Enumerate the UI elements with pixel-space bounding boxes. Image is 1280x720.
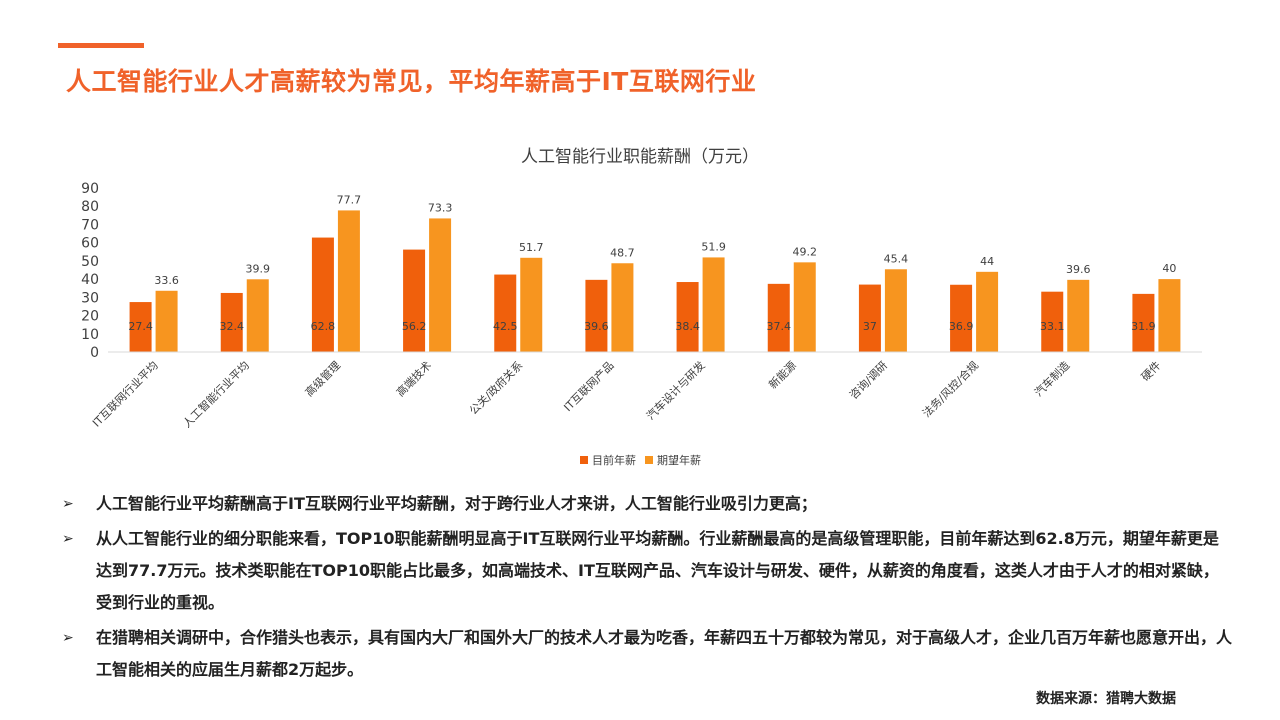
- x-tick-label: 汽车设计与研发: [643, 358, 707, 422]
- data-source: 数据来源：猎聘大数据: [1036, 691, 1176, 707]
- data-label-current: 39.6: [584, 320, 609, 333]
- y-tick-label: 50: [81, 254, 99, 270]
- x-tick-label: 法务/风控/合规: [919, 358, 981, 420]
- bar-current-salary: [129, 302, 152, 352]
- legend-swatch: [645, 456, 653, 464]
- bar-expected-salary: [520, 257, 543, 352]
- bar-expected-salary: [1158, 279, 1181, 352]
- data-label-expected: 73.3: [428, 201, 453, 214]
- x-tick-label: 新能源: [766, 358, 799, 391]
- bar-current-salary: [311, 237, 334, 352]
- y-tick-label: 10: [81, 327, 99, 343]
- x-tick-label: IT互联网行业平均: [90, 359, 161, 430]
- legend: 目前年薪 期望年薪: [580, 453, 701, 467]
- y-tick-label: 90: [81, 181, 99, 197]
- bar-expected-salary: [337, 210, 360, 352]
- bullet-list: ➢ 人工智能行业平均薪酬高于IT互联网行业平均薪酬，对于跨行业人才来讲，人工智能行…: [62, 488, 1232, 689]
- legend-label: 期望年薪: [657, 453, 701, 467]
- legend-label: 目前年薪: [592, 453, 636, 467]
- bar-expected-salary: [1067, 279, 1090, 352]
- bar-current-salary: [1041, 291, 1064, 352]
- page-title: 人工智能行业人才高薪较为常见，平均年薪高于IT互联网行业: [66, 67, 757, 96]
- bar-current-salary: [676, 282, 699, 352]
- bullet-text: 在猎聘相关调研中，合作猎头也表示，具有国内大厂和国外大厂的技术人才最为吃香，年薪…: [96, 628, 1233, 679]
- bullet-text: 从人工智能行业的细分职能来看，TOP10职能薪酬明显高于IT互联网行业平均薪酬。…: [96, 529, 1219, 612]
- data-label-current: 33.1: [1040, 320, 1065, 333]
- bar-expected-salary: [884, 269, 907, 352]
- y-tick-label: 80: [81, 199, 99, 215]
- data-label-current: 27.4: [128, 320, 153, 333]
- x-tick-label: 高级管理: [302, 358, 343, 399]
- data-label-current: 42.5: [493, 320, 518, 333]
- bar-current-salary: [220, 292, 243, 352]
- x-tick-label: 汽车制造: [1031, 358, 1072, 399]
- x-tick-label: 咨询/调研: [846, 358, 890, 402]
- chart-title: 人工智能行业职能薪酬（万元）: [521, 147, 759, 167]
- bar-current-salary: [858, 284, 881, 352]
- data-label-current: 56.2: [402, 320, 427, 333]
- arrow-right-icon: ➢: [62, 531, 74, 547]
- data-label-expected: 45.4: [884, 252, 909, 265]
- arrow-right-icon: ➢: [62, 630, 74, 646]
- data-label-expected: 33.6: [154, 274, 179, 287]
- bullet-item: ➢ 从人工智能行业的细分职能来看，TOP10职能薪酬明显高于IT互联网行业平均薪酬…: [62, 523, 1232, 619]
- bar-current-salary: [950, 284, 973, 352]
- bullet-text: 人工智能行业平均薪酬高于IT互联网行业平均薪酬，对于跨行业人才来讲，人工智能行业…: [96, 494, 817, 513]
- bar-expected-salary: [155, 290, 178, 352]
- bar-expected-salary: [246, 279, 269, 352]
- x-tick-label: 公关/政府关系: [466, 358, 525, 417]
- y-tick-label: 60: [81, 236, 99, 252]
- data-label-expected: 48.7: [610, 246, 635, 259]
- bullet-item: ➢ 人工智能行业平均薪酬高于IT互联网行业平均薪酬，对于跨行业人才来讲，人工智能行…: [62, 488, 1232, 520]
- title-accent-bar: [58, 43, 144, 48]
- data-label-expected: 39.9: [246, 262, 271, 275]
- data-label-expected: 39.6: [1066, 263, 1091, 276]
- data-label-current: 37: [863, 320, 877, 333]
- bar-current-salary: [403, 249, 426, 352]
- data-label-expected: 49.2: [793, 245, 818, 258]
- x-tick-label: 硬件: [1139, 359, 1164, 384]
- data-label-expected: 51.9: [701, 240, 726, 253]
- data-label-expected: 44: [980, 255, 994, 268]
- bar-expected-salary: [976, 271, 999, 352]
- data-label-expected: 77.7: [337, 193, 362, 206]
- y-tick-label: 70: [81, 217, 99, 233]
- bar-current-salary: [585, 279, 608, 352]
- data-label-current: 32.4: [220, 320, 245, 333]
- bar-expected-salary: [611, 263, 634, 352]
- bar-current-salary: [1132, 293, 1155, 352]
- data-label-current: 62.8: [311, 320, 336, 333]
- y-tick-label: 0: [90, 345, 99, 361]
- y-axis: 0 10 20 30 40 50 60 70 80 90: [81, 181, 99, 361]
- data-label-current: 36.9: [949, 320, 974, 333]
- x-tick-label: IT互联网产品: [561, 358, 617, 414]
- bars: 27.4 33.6 32.4 39.9 62.8 77.7 56.2 73.3 42.5 51.7…: [128, 193, 1181, 352]
- x-axis: IT互联网行业平均 人工智能行业平均 高级管理 高端技术 公关/政府关系 IT互联网产品汽…: [90, 351, 1202, 430]
- data-label-expected: 51.7: [519, 241, 544, 254]
- salary-bar-chart: 人工智能行业职能薪酬（万元） 0 10 20 30 40 50 60 70 80 90 27.4 3…: [81, 147, 1202, 467]
- x-tick-label: 高端技术: [393, 358, 434, 399]
- bar-current-salary: [767, 283, 790, 352]
- bar-expected-salary: [429, 218, 452, 352]
- data-label-expected: 40: [1162, 262, 1176, 275]
- y-tick-label: 20: [81, 309, 99, 325]
- bar-current-salary: [494, 274, 517, 352]
- bar-expected-salary: [702, 257, 725, 352]
- x-tick-label: 人工智能行业平均: [180, 358, 252, 430]
- bar-expected-salary: [793, 262, 816, 352]
- y-tick-label: 30: [81, 290, 99, 306]
- bullet-item: ➢ 在猎聘相关调研中，合作猎头也表示，具有国内大厂和国外大厂的技术人才最为吃香，年…: [62, 622, 1232, 686]
- y-tick-label: 40: [81, 272, 99, 288]
- data-label-current: 38.4: [675, 320, 700, 333]
- data-label-current: 31.9: [1131, 320, 1156, 333]
- legend-swatch: [580, 456, 588, 464]
- data-label-current: 37.4: [767, 320, 792, 333]
- arrow-right-icon: ➢: [62, 496, 74, 512]
